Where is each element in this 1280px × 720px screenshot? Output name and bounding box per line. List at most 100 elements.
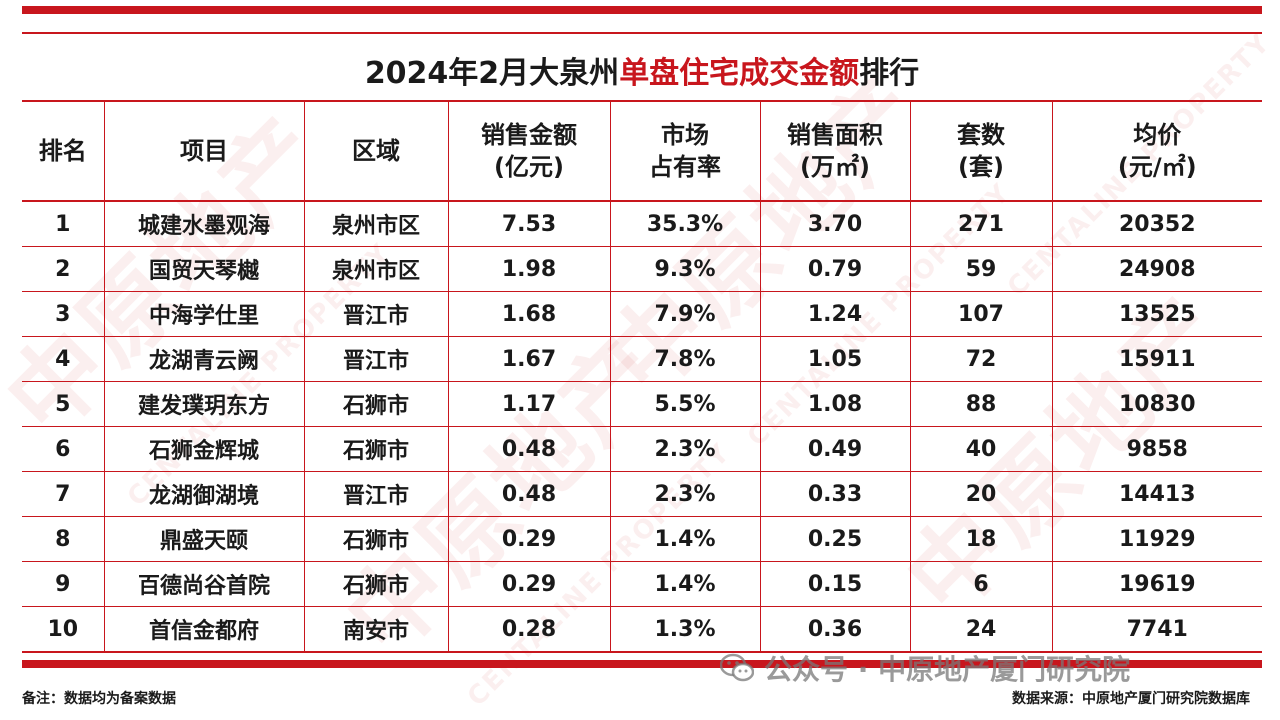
cell-sales-amount: 0.28 [447,606,611,653]
cell-sales-amount: 1.17 [447,381,611,427]
cell-units: 40 [909,426,1053,472]
cell-avg-price: 10830 [1051,381,1262,427]
table-row: 8 鼎盛天颐 石狮市 0.29 1.4% 0.25 18 11929 [22,516,1262,562]
wechat-icon [720,653,754,683]
cell-rank: 5 [22,381,105,427]
cell-rank: 6 [22,426,105,472]
table-row: 5 建发璞玥东方 石狮市 1.17 5.5% 1.08 88 10830 [22,381,1262,427]
ranking-table: 排名 项目 区域 销售金额 (亿元) 市场 占有率 销售面积 (万㎡) 套数 (套) 均… [22,100,1262,653]
cell-market-share: 35.3% [609,201,761,247]
cell-avg-price: 13525 [1051,291,1262,337]
cell-sales-area: 0.79 [759,246,911,292]
cell-project: 鼎盛天颐 [103,516,305,562]
wechat-account-overlay: 公众号 · 中原地产厦门研究院 [720,648,1130,688]
cell-project: 石狮金辉城 [103,426,305,472]
cell-avg-price: 7741 [1051,606,1262,653]
cell-sales-area: 0.36 [759,606,911,653]
cell-project: 龙湖青云阙 [103,336,305,382]
table-row: 1 城建水墨观海 泉州市区 7.53 35.3% 3.70 271 20352 [22,201,1262,247]
cell-units: 72 [909,336,1053,382]
table-row: 10 首信金都府 南安市 0.28 1.3% 0.36 24 7741 [22,606,1262,653]
cell-project: 城建水墨观海 [103,201,305,247]
cell-region: 南安市 [303,606,449,653]
header-sales-amount: 销售金额 (亿元) [447,100,611,202]
table-row: 4 龙湖青云阙 晋江市 1.67 7.8% 1.05 72 15911 [22,336,1262,382]
cell-sales-amount: 1.68 [447,291,611,337]
cell-rank: 7 [22,471,105,517]
table-row: 3 中海学仕里 晋江市 1.68 7.9% 1.24 107 13525 [22,291,1262,337]
cell-market-share: 1.4% [609,516,761,562]
cell-sales-area: 0.33 [759,471,911,517]
header-project: 项目 [103,100,305,202]
cell-units: 59 [909,246,1053,292]
cell-region: 石狮市 [303,561,449,607]
cell-region: 石狮市 [303,426,449,472]
cell-sales-amount: 7.53 [447,201,611,247]
cell-sales-area: 1.24 [759,291,911,337]
header-rank: 排名 [22,100,105,202]
title-part2: 排行 [859,56,920,91]
page-title: 2024年2月大泉州 单盘住宅成交金额 排行 [22,40,1262,100]
cell-avg-price: 14413 [1051,471,1262,517]
cell-project: 龙湖御湖境 [103,471,305,517]
cell-project: 国贸天琴樾 [103,246,305,292]
cell-sales-amount: 0.48 [447,426,611,472]
cell-rank: 1 [22,201,105,247]
cell-market-share: 7.9% [609,291,761,337]
cell-sales-area: 0.49 [759,426,911,472]
table-row: 6 石狮金辉城 石狮市 0.48 2.3% 0.49 40 9858 [22,426,1262,472]
header-sales-area: 销售面积 (万㎡) [759,100,911,202]
cell-sales-area: 0.25 [759,516,911,562]
cell-sales-area: 0.15 [759,561,911,607]
cell-region: 晋江市 [303,471,449,517]
cell-project: 首信金都府 [103,606,305,653]
cell-units: 271 [909,201,1053,247]
top-accent-line [22,32,1262,34]
cell-region: 泉州市区 [303,246,449,292]
table-row: 9 百德尚谷首院 石狮市 0.29 1.4% 0.15 6 19619 [22,561,1262,607]
header-market-share: 市场 占有率 [609,100,761,202]
cell-region: 晋江市 [303,336,449,382]
cell-project: 中海学仕里 [103,291,305,337]
cell-project: 百德尚谷首院 [103,561,305,607]
cell-avg-price: 19619 [1051,561,1262,607]
cell-avg-price: 20352 [1051,201,1262,247]
cell-sales-amount: 0.29 [447,516,611,562]
header-avg-price: 均价 (元/㎡) [1051,100,1262,202]
cell-units: 107 [909,291,1053,337]
title-part1: 2024年2月大泉州 [364,56,620,91]
header-units: 套数 (套) [909,100,1053,202]
cell-avg-price: 15911 [1051,336,1262,382]
cell-market-share: 2.3% [609,471,761,517]
bottom-accent-bar [22,660,1262,668]
cell-sales-amount: 1.98 [447,246,611,292]
title-highlight: 单盘住宅成交金额 [619,56,860,91]
cell-units: 18 [909,516,1053,562]
cell-market-share: 5.5% [609,381,761,427]
cell-sales-amount: 0.29 [447,561,611,607]
cell-sales-amount: 1.67 [447,336,611,382]
cell-rank: 2 [22,246,105,292]
cell-rank: 8 [22,516,105,562]
cell-avg-price: 24908 [1051,246,1262,292]
cell-sales-area: 1.05 [759,336,911,382]
cell-units: 20 [909,471,1053,517]
cell-region: 石狮市 [303,381,449,427]
header-region: 区域 [303,100,449,202]
cell-rank: 10 [22,606,105,653]
cell-rank: 4 [22,336,105,382]
cell-market-share: 7.8% [609,336,761,382]
cell-sales-area: 3.70 [759,201,911,247]
cell-region: 石狮市 [303,516,449,562]
cell-region: 泉州市区 [303,201,449,247]
cell-project: 建发璞玥东方 [103,381,305,427]
table-row: 2 国贸天琴樾 泉州市区 1.98 9.3% 0.79 59 24908 [22,246,1262,292]
wechat-account-text: 公众号 · 中原地产厦门研究院 [764,653,1131,686]
cell-market-share: 9.3% [609,246,761,292]
footer-source: 数据来源：中原地产厦门研究院数据库 [1012,691,1250,707]
table-header-row: 排名 项目 区域 销售金额 (亿元) 市场 占有率 销售面积 (万㎡) 套数 (套) 均… [22,100,1262,202]
cell-market-share: 1.4% [609,561,761,607]
top-accent-bar [22,6,1262,14]
cell-sales-amount: 0.48 [447,471,611,517]
cell-sales-area: 1.08 [759,381,911,427]
